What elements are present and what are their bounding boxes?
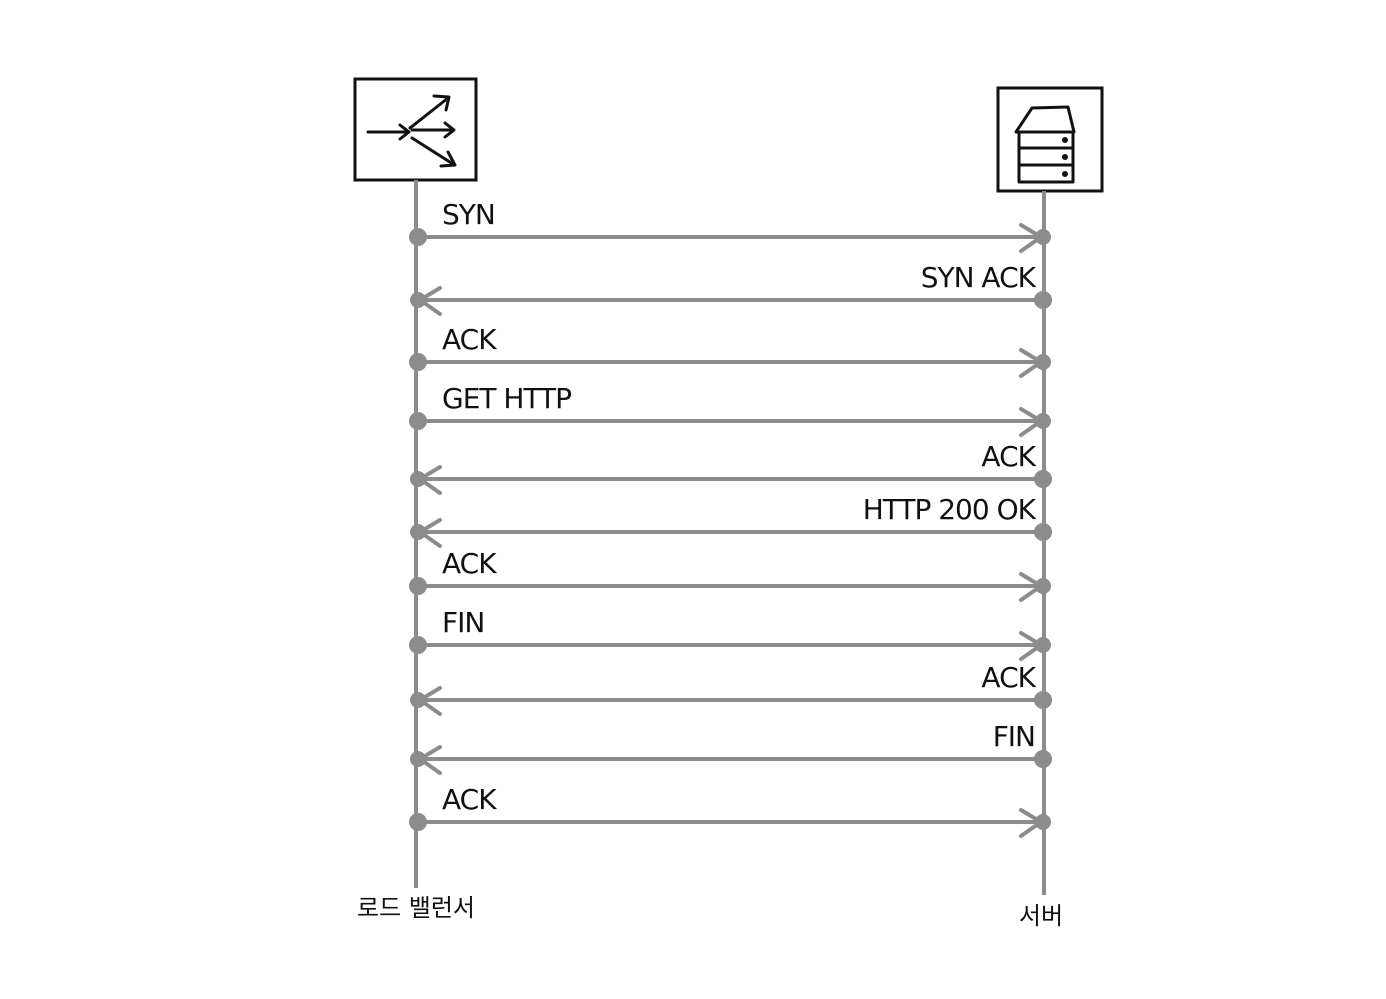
message-arrowhead [1019, 808, 1043, 838]
message-label: ACK [442, 547, 497, 580]
message-2: SYN ACK [410, 261, 1052, 316]
message-label: FIN [442, 606, 484, 639]
message-start-dot [1034, 691, 1052, 709]
message-label: FIN [993, 720, 1035, 753]
message-label: HTTP 200 OK [863, 493, 1037, 526]
load-balancer-actor [353, 77, 478, 182]
message-9: ACK [410, 661, 1052, 716]
message-label: SYN ACK [921, 261, 1037, 294]
message-label: ACK [981, 440, 1036, 473]
message-arrowhead [418, 286, 442, 316]
message-arrowhead [418, 686, 442, 716]
message-start-dot [1034, 291, 1052, 309]
message-label: ACK [442, 323, 497, 356]
message-8: FIN [409, 606, 1051, 661]
message-start-dot [409, 228, 427, 246]
message-6: HTTP 200 OK [410, 493, 1052, 548]
message-arrowhead [1019, 572, 1043, 602]
message-arrowhead [1019, 348, 1043, 378]
message-1: SYN [409, 198, 1051, 253]
message-4: GET HTTP [409, 382, 1051, 437]
message-label: ACK [981, 661, 1036, 694]
message-start-dot [409, 813, 427, 831]
load-balancer-label: 로드 밸런서 [357, 894, 475, 922]
message-arrowhead [1019, 407, 1043, 437]
message-start-dot [409, 636, 427, 654]
message-10: FIN [410, 720, 1052, 775]
message-start-dot [1034, 523, 1052, 541]
message-7: ACK [409, 547, 1051, 602]
message-label: SYN [442, 198, 495, 231]
server-label: 서버 [1019, 902, 1063, 930]
message-arrowhead [418, 518, 442, 548]
message-start-dot [409, 353, 427, 371]
message-5: ACK [410, 440, 1052, 495]
message-start-dot [1034, 470, 1052, 488]
server-icon [1014, 105, 1076, 184]
message-start-dot [409, 577, 427, 595]
message-3: ACK [409, 323, 1051, 378]
message-list: SYN SYN ACK ACK GET HTTP ACK HTTP 200 OK ACK FI… [409, 198, 1052, 838]
message-start-dot [1034, 750, 1052, 768]
message-arrowhead [1019, 631, 1043, 661]
load-balancer-icon [366, 94, 457, 168]
server-box [996, 86, 1104, 193]
message-label: ACK [442, 783, 497, 816]
message-start-dot [409, 412, 427, 430]
message-arrowhead [418, 465, 442, 495]
message-arrowhead [1019, 223, 1043, 253]
message-arrowhead [418, 745, 442, 775]
message-11: ACK [409, 783, 1051, 838]
message-label: GET HTTP [442, 382, 571, 415]
server-actor [996, 86, 1104, 193]
